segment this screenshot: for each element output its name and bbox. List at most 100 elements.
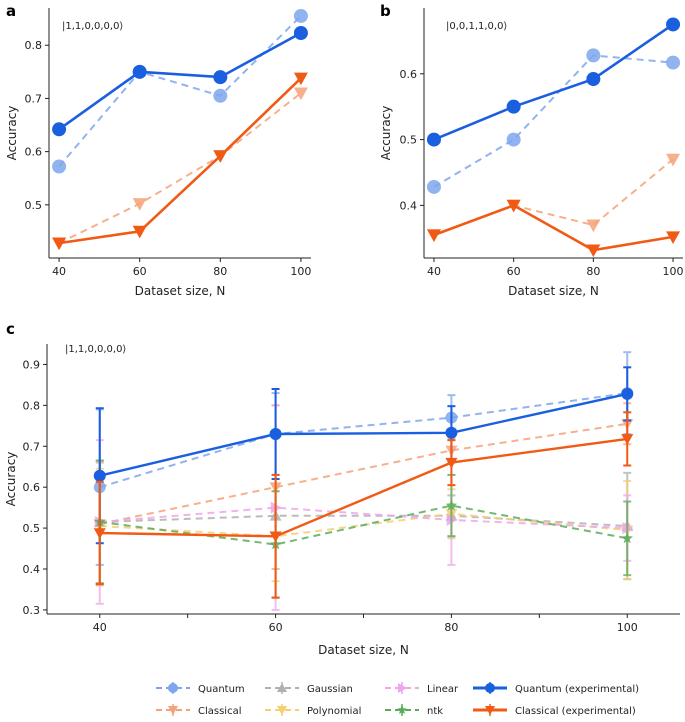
- data-point: [445, 426, 458, 439]
- legend-marker: [485, 683, 495, 693]
- y-axis-label: Accuracy: [379, 106, 393, 161]
- series-classical: [52, 87, 308, 251]
- y-tick-label: 0.7: [23, 440, 41, 453]
- data-point: [93, 528, 106, 539]
- data-point: [52, 159, 67, 174]
- y-tick-label: 0.8: [23, 399, 41, 412]
- legend-label: Quantum (experimental): [515, 684, 639, 695]
- x-tick-label: 40: [52, 265, 66, 278]
- series-classical_exp: [52, 72, 308, 251]
- data-point: [445, 499, 458, 511]
- x-axis-label: Dataset size, N: [135, 284, 226, 298]
- data-point: [293, 87, 308, 101]
- series-line: [433, 54, 674, 188]
- legend-marker: [277, 706, 287, 715]
- y-tick-label: 0.8: [25, 39, 43, 52]
- x-tick-label: 60: [269, 621, 283, 634]
- series-classical: [93, 402, 634, 587]
- data-point: [269, 428, 282, 440]
- state-annotation: |1,1,0,0,0,0⟩: [62, 21, 123, 32]
- data-point: [213, 88, 228, 103]
- series-line: [433, 203, 674, 252]
- state-annotation: |1,1,0,0,0,0⟩: [65, 344, 126, 355]
- x-tick-label: 80: [586, 265, 600, 278]
- data-point: [269, 531, 282, 543]
- y-tick-label: 0.9: [23, 358, 41, 371]
- legend-label: Classical: [198, 706, 242, 717]
- chart-c: 40 60 80 100 0.3 0.4 0.5 0.6 0.7 0.8 0.9 Dataset si…: [4, 344, 680, 657]
- series-classical_exp: [93, 411, 634, 599]
- data-point: [621, 434, 634, 445]
- series-line: [99, 392, 628, 489]
- legend-marker: [168, 706, 178, 715]
- y-tick-label: 0.6: [23, 481, 41, 494]
- y-axis-label: Accuracy: [4, 452, 18, 507]
- series-line: [433, 158, 674, 236]
- data-point: [621, 532, 633, 544]
- legend-marker: [168, 683, 178, 693]
- x-tick-label: 100: [290, 265, 311, 278]
- legend-label: Classical (experimental): [515, 706, 636, 717]
- x-tick-label: 40: [93, 621, 107, 634]
- data-point: [666, 231, 681, 244]
- legend-marker: [485, 706, 495, 715]
- y-axis-label: Accuracy: [5, 106, 19, 161]
- series-line: [99, 504, 628, 546]
- series-line: [58, 92, 302, 244]
- y-tick-label: 0.5: [400, 134, 418, 147]
- y-tick-label: 0.5: [25, 199, 43, 212]
- panel-letter-a: a: [6, 2, 16, 20]
- y-tick-label: 0.6: [25, 146, 43, 159]
- legend-entry-polynomial: Polynomial: [265, 704, 361, 717]
- y-tick-label: 0.6: [400, 68, 418, 81]
- series-line: [99, 392, 628, 477]
- data-point: [293, 26, 308, 40]
- x-tick-label: 100: [663, 265, 684, 278]
- data-point: [666, 153, 681, 167]
- legend-label: Linear: [427, 684, 459, 695]
- legend: Quantum Gaussian Linear Quantum (experiment…: [156, 682, 639, 717]
- data-point: [93, 469, 106, 482]
- data-point: [586, 48, 601, 63]
- x-axis-label: Dataset size, N: [508, 284, 599, 298]
- x-tick-label: 60: [133, 265, 147, 278]
- data-point: [586, 244, 601, 258]
- legend-label: ntk: [427, 706, 443, 717]
- series-line: [99, 437, 628, 538]
- state-annotation: |0,0,1,1,0,0⟩: [446, 21, 507, 32]
- data-point: [621, 387, 634, 400]
- series-line: [58, 31, 302, 131]
- panel-letter-b: b: [380, 2, 391, 20]
- series-quantum_exp: [52, 26, 308, 137]
- series-line: [99, 506, 628, 530]
- data-point: [445, 457, 458, 469]
- data-point: [132, 225, 147, 239]
- legend-entry-classical_exp: Classical (experimental): [473, 704, 636, 717]
- data-point: [52, 237, 67, 251]
- y-tick-label: 0.4: [400, 199, 418, 212]
- series-quantum_exp: [426, 17, 681, 147]
- data-point: [213, 150, 228, 163]
- series-line: [99, 422, 628, 525]
- chart-a: 40 60 80 100 0.5 0.6 0.7 0.8 Dataset size, N Accu…: [5, 8, 311, 298]
- legend-marker: [277, 683, 287, 692]
- legend-label: Polynomial: [307, 706, 361, 717]
- y-tick-label: 0.3: [23, 604, 41, 617]
- series-quantum: [52, 8, 308, 174]
- series-quantum: [426, 48, 681, 194]
- legend-label: Quantum: [198, 684, 245, 695]
- series-line: [433, 23, 674, 141]
- legend-entry-linear: Linear: [385, 682, 459, 695]
- series-line: [58, 77, 302, 245]
- legend-label: Gaussian: [307, 684, 353, 695]
- x-tick-label: 80: [213, 265, 227, 278]
- data-point: [506, 132, 521, 147]
- data-point: [426, 229, 441, 242]
- data-point: [293, 72, 308, 86]
- data-point: [293, 8, 308, 23]
- series-line: [99, 514, 628, 527]
- data-point: [586, 72, 601, 87]
- legend-entry-quantum: Quantum: [156, 682, 245, 695]
- panel-letter-c: c: [6, 320, 15, 338]
